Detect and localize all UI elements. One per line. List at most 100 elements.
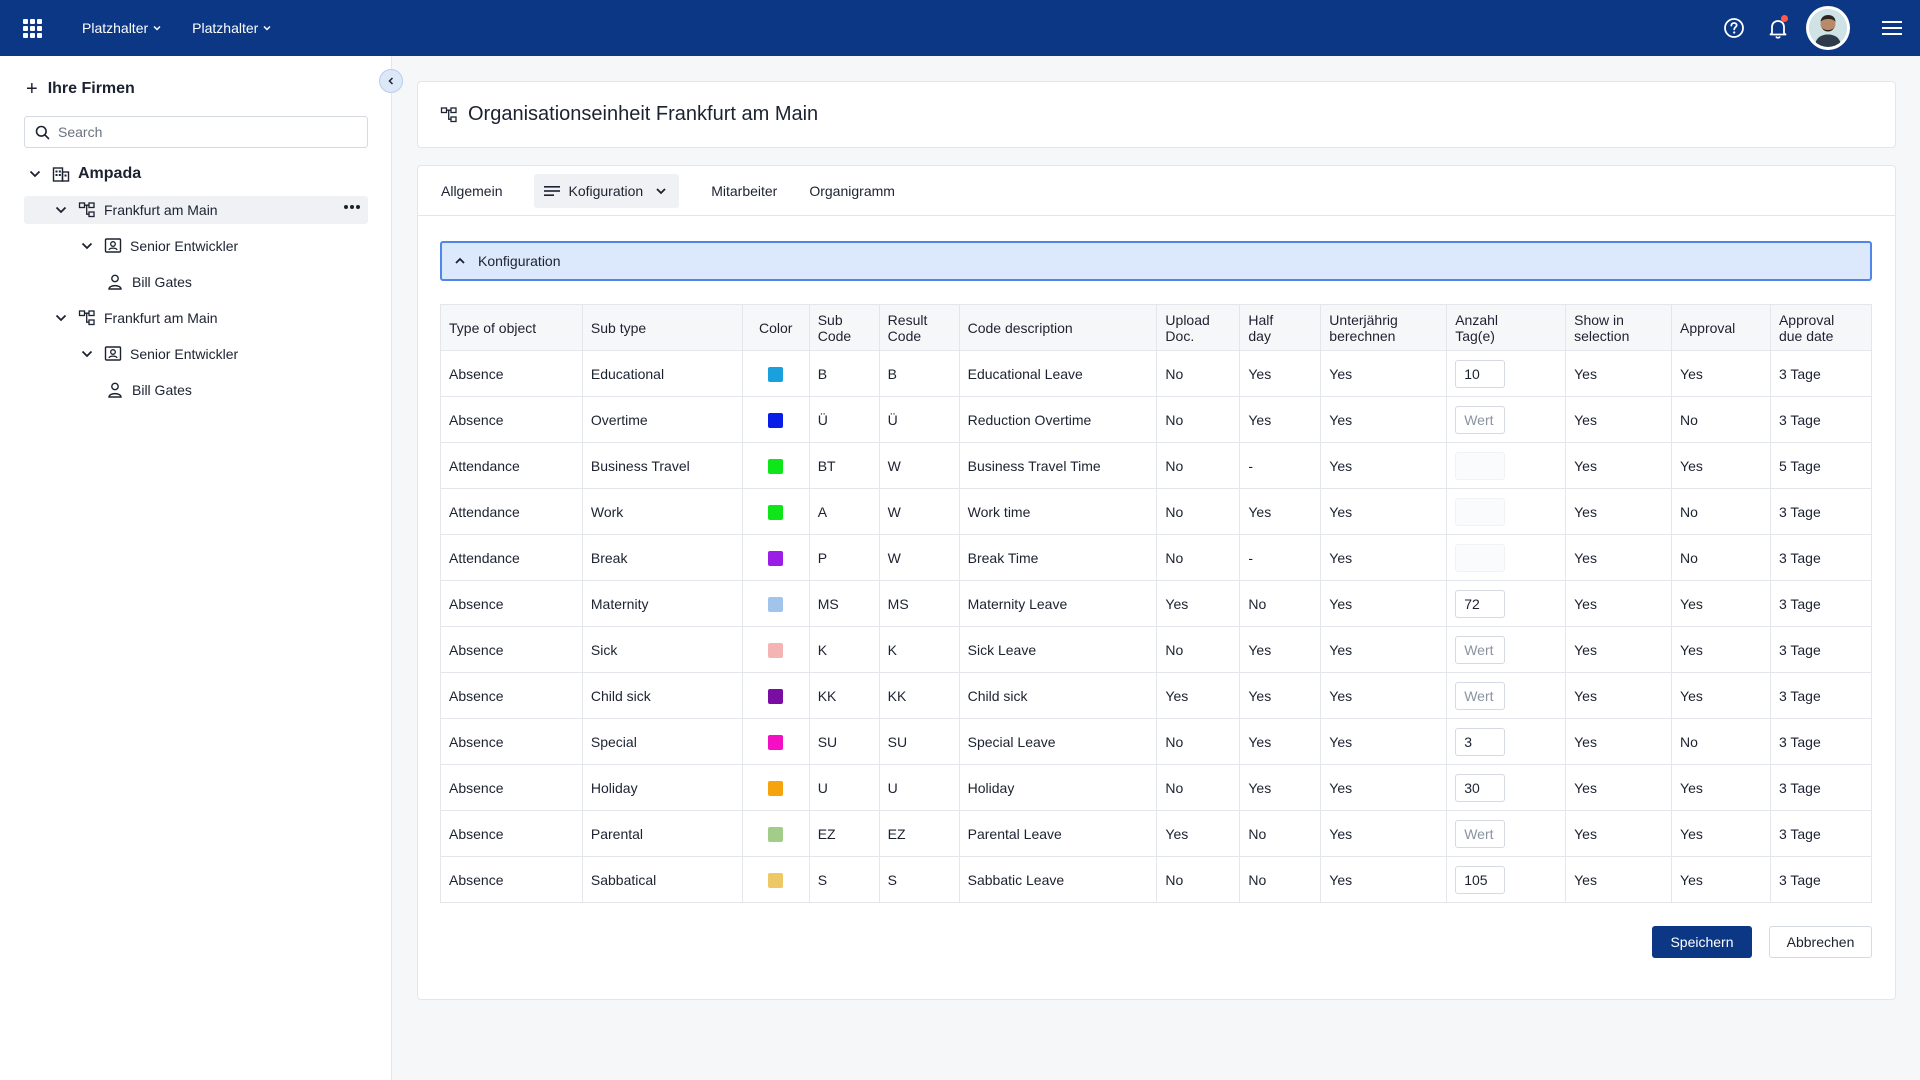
table-cell-due: 3 Tage	[1769, 672, 1873, 719]
tab-label: Allgemein	[441, 182, 503, 199]
days-input[interactable]	[1455, 727, 1506, 756]
table-cell-sub: Special	[581, 718, 743, 765]
days-input[interactable]	[1455, 451, 1506, 480]
org-unit-icon	[440, 106, 457, 122]
building-icon	[52, 165, 70, 183]
days-input[interactable]	[1455, 681, 1506, 710]
table-cell-half: Yes	[1239, 718, 1322, 765]
table-cell-desc: Holiday	[958, 764, 1158, 811]
page-title: Organisationseinheit Frankfurt am Main	[468, 103, 818, 126]
color-swatch	[768, 412, 784, 428]
column-header: Type of object	[440, 304, 583, 351]
chevron-down-icon[interactable]	[54, 203, 68, 217]
table-cell-type: Absence	[440, 672, 583, 719]
table-cell-type: Attendance	[440, 534, 583, 581]
color-swatch	[768, 458, 784, 474]
table-cell-desc: Parental Leave	[958, 810, 1158, 857]
tab-kofiguration[interactable]: Kofiguration	[534, 173, 680, 208]
table-cell-half: Yes	[1239, 626, 1322, 673]
column-header-label: Unterjährig	[1329, 311, 1398, 328]
tab-bar: Allgemein Kofiguration Mitarbeiter Organ…	[418, 166, 1895, 216]
chevron-down-icon[interactable]	[54, 311, 68, 325]
days-input[interactable]	[1455, 635, 1506, 664]
days-input[interactable]	[1455, 543, 1506, 572]
color-cell	[741, 396, 810, 443]
color-swatch	[768, 872, 784, 888]
color-cell	[741, 442, 810, 489]
top-menu-1[interactable]: Platzhalter	[82, 20, 162, 36]
avatar[interactable]	[1806, 6, 1850, 50]
table-cell-approval: Yes	[1671, 810, 1771, 857]
save-button[interactable]: Speichern	[1652, 926, 1752, 958]
table-cell-sub: Parental	[581, 810, 743, 857]
org-unit-icon	[78, 309, 96, 327]
days-input[interactable]	[1455, 497, 1506, 526]
table-cell-unterj: Yes	[1320, 718, 1448, 765]
help-icon[interactable]	[1712, 0, 1756, 56]
more-options-icon[interactable]	[344, 205, 360, 209]
tab-mitarbeiter[interactable]: Mitarbeiter	[711, 183, 777, 199]
column-header-label: due date	[1778, 327, 1834, 344]
tree-item-bill-gates-1[interactable]: Bill Gates	[106, 268, 368, 296]
tree-item-label: Senior Entwickler	[130, 346, 239, 362]
table-cell-desc: Maternity Leave	[958, 580, 1158, 627]
days-cell	[1446, 580, 1567, 627]
column-header: Result Code	[878, 304, 960, 351]
column-header-label: Show in	[1574, 311, 1624, 328]
chevron-down-icon[interactable]	[28, 167, 42, 181]
table-cell-half: Yes	[1239, 488, 1322, 535]
days-input[interactable]	[1455, 773, 1506, 802]
table-cell-half: Yes	[1239, 764, 1322, 811]
table-cell-approval: Yes	[1671, 856, 1771, 903]
hamburger-menu-icon[interactable]	[1864, 0, 1920, 56]
days-input[interactable]	[1455, 359, 1506, 388]
search-input[interactable]	[58, 124, 348, 140]
column-header: Show in selection	[1565, 304, 1673, 351]
color-cell	[741, 764, 810, 811]
tree-item-bill-gates-2[interactable]: Bill Gates	[106, 376, 368, 404]
table-cell-due: 3 Tage	[1769, 856, 1873, 903]
table-cell-unterj: Yes	[1320, 856, 1448, 903]
table-cell-upload: No	[1156, 626, 1241, 673]
days-input[interactable]	[1455, 405, 1506, 434]
color-cell	[741, 580, 810, 627]
color-swatch	[768, 826, 784, 842]
tree-item-senior-entwickler-2[interactable]: Senior Entwickler	[80, 340, 368, 368]
tree-item-ampada[interactable]: Ampada	[28, 160, 368, 188]
table-cell-half: Yes	[1239, 672, 1322, 719]
tree-item-senior-entwickler-1[interactable]: Senior Entwickler	[80, 232, 368, 260]
tree-item-frankfurt-1[interactable]: Frankfurt am Main	[24, 196, 368, 224]
table-cell-type: Absence	[440, 810, 583, 857]
table-cell-upload: No	[1156, 442, 1241, 489]
tab-organigramm[interactable]: Organigramm	[809, 183, 895, 199]
table-cell-show: Yes	[1565, 534, 1673, 581]
tree-item-frankfurt-2[interactable]: Frankfurt am Main	[54, 304, 368, 332]
table-cell-approval: No	[1671, 488, 1771, 535]
bell-icon[interactable]	[1756, 0, 1800, 56]
table-cell-sub: Holiday	[581, 764, 743, 811]
konfiguration-accordion[interactable]: Konfiguration	[440, 241, 1872, 281]
table-cell-sub: Sabbatical	[581, 856, 743, 903]
add-firm-button[interactable]: + Ihre Firmen	[26, 79, 135, 99]
column-header: Half day	[1239, 304, 1322, 351]
days-input[interactable]	[1455, 589, 1506, 618]
table-cell-unterj: Yes	[1320, 442, 1448, 489]
cancel-button[interactable]: Abbrechen	[1769, 926, 1872, 958]
chevron-down-icon[interactable]	[80, 347, 94, 361]
table-cell-upload: Yes	[1156, 810, 1241, 857]
table-cell-subcode: U	[808, 764, 880, 811]
table-cell-half: Yes	[1239, 396, 1322, 443]
top-menu-2[interactable]: Platzhalter	[192, 20, 272, 36]
tree-item-label: Frankfurt am Main	[104, 202, 218, 218]
collapse-sidebar-button[interactable]	[379, 69, 403, 93]
chevron-down-icon	[263, 25, 271, 31]
days-input[interactable]	[1455, 819, 1506, 848]
tab-allgemein[interactable]: Allgemein	[441, 183, 502, 199]
column-header-label: Color	[759, 319, 793, 336]
table-cell-unterj: Yes	[1320, 396, 1448, 443]
chevron-down-icon	[656, 187, 666, 194]
table-cell-due: 5 Tage	[1769, 442, 1873, 489]
days-input[interactable]	[1455, 865, 1506, 894]
chevron-down-icon[interactable]	[80, 239, 94, 253]
apps-grid-icon[interactable]	[0, 0, 64, 56]
